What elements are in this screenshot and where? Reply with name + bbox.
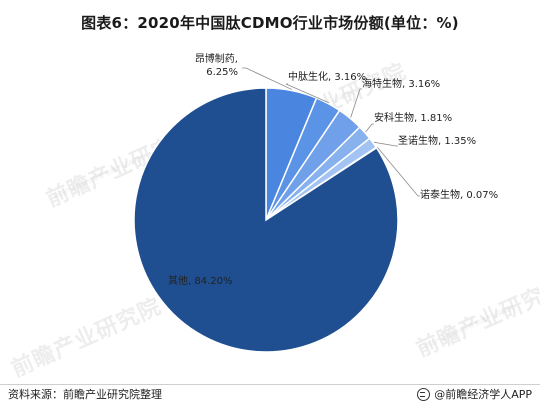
brand-credit: @前瞻经济学人APP	[417, 386, 532, 402]
slice-label: 其他, 84.20%	[168, 274, 233, 287]
leader-line	[376, 146, 420, 197]
chart-title: 图表6：2020年中国肽CDMO行业市场份额(单位：%)	[81, 14, 459, 32]
slice-label: 安科生物, 1.81%	[374, 111, 452, 124]
footer-divider	[0, 384, 540, 417]
brand-logo-icon	[417, 387, 431, 401]
leader-line	[365, 123, 374, 133]
slice-label: 圣诺生物, 1.35%	[398, 134, 476, 147]
slice-label: 中肽生化, 3.16%	[288, 70, 366, 83]
leader-line	[350, 88, 362, 118]
leader-line	[242, 67, 293, 90]
leader-line	[285, 83, 329, 104]
slice-label: 诺泰生物, 0.07%	[420, 188, 498, 201]
brand-text: @前瞻经济学人APP	[434, 388, 532, 401]
slice-label: 海特生物, 3.16%	[362, 77, 440, 90]
leader-line	[373, 141, 398, 147]
pie-chart: 昂博制药, 6.25% 中肽生化, 3.16%海特生物, 3.16% 安科生物, 1.…	[133, 52, 498, 353]
slice-label: 昂博制药, 6.25%	[195, 52, 238, 78]
pie-slice	[133, 87, 399, 353]
source-note: 资料来源：前瞻产业研究院整理	[8, 388, 162, 401]
